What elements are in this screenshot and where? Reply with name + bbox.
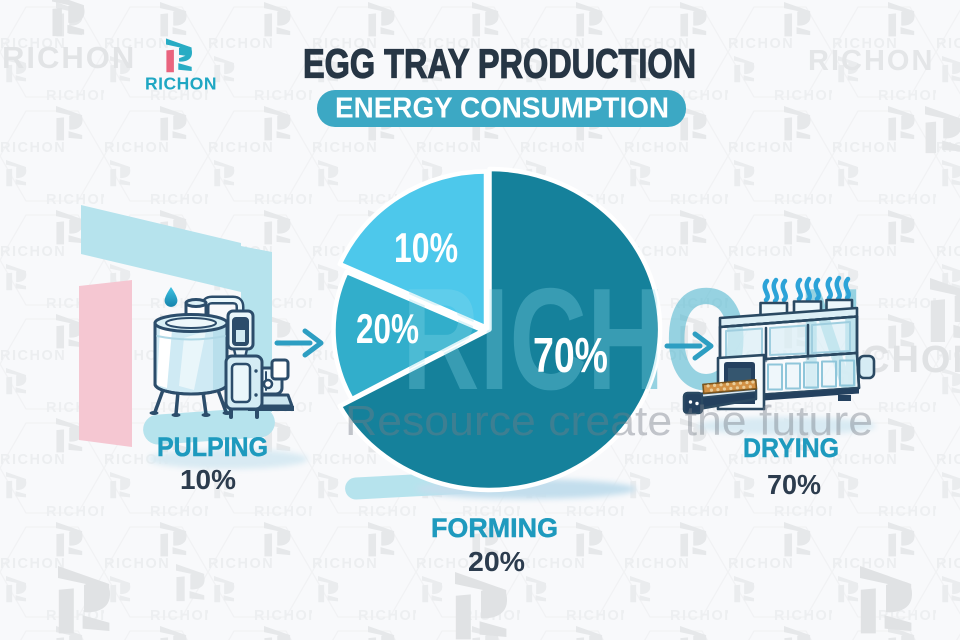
svg-text:10%: 10% <box>180 464 236 495</box>
svg-text:FORMING: FORMING <box>431 513 558 543</box>
svg-text:20%: 20% <box>468 546 525 577</box>
svg-text:RICHON: RICHON <box>808 45 934 77</box>
svg-text:20%: 20% <box>356 305 419 352</box>
svg-text:10%: 10% <box>394 224 458 271</box>
svg-text:CHON: CHON <box>862 339 960 381</box>
svg-text:EGG TRAY PRODUCTION: EGG TRAY PRODUCTION <box>303 41 696 87</box>
svg-text:PULPING: PULPING <box>157 432 268 462</box>
svg-text:RICHO: RICHO <box>402 258 748 420</box>
svg-text:ENERGY CONSUMPTION: ENERGY CONSUMPTION <box>335 93 669 125</box>
svg-text:Resource create the future: Resource create the future <box>345 397 873 444</box>
svg-text:70%: 70% <box>767 469 821 500</box>
svg-text:RICHON: RICHON <box>145 74 217 94</box>
svg-text:70%: 70% <box>533 329 608 383</box>
svg-text:RICHON: RICHON <box>2 40 136 75</box>
svg-text:DRYING: DRYING <box>743 433 839 463</box>
